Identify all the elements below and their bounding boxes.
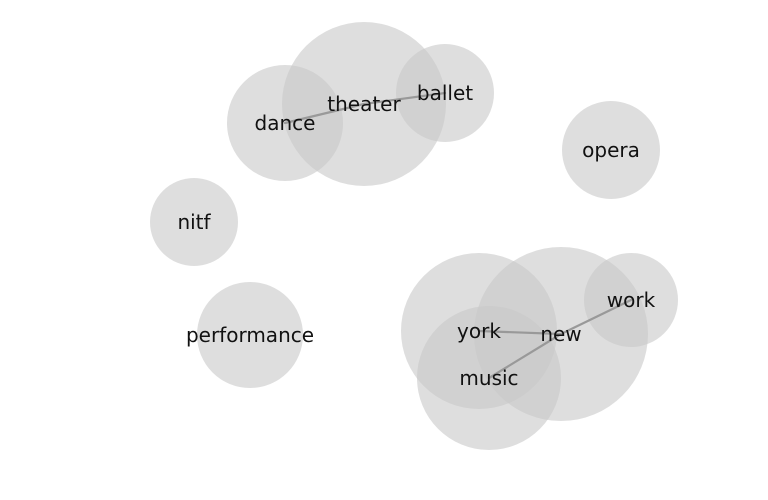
node-circle-nitf (150, 178, 238, 266)
node-label-theater: theater (327, 92, 401, 116)
node-label-music: music (459, 366, 518, 390)
node-circle-opera (562, 101, 660, 199)
node-circle-performance (197, 282, 303, 388)
node-label-work: work (607, 288, 656, 312)
node-label-dance: dance (255, 111, 316, 135)
edge-dance-theater (283, 102, 366, 125)
node-label-new: new (540, 322, 581, 346)
node-label-ballet: ballet (417, 81, 473, 105)
node-label-performance: performance (186, 323, 314, 347)
node-labels-layer: theater dance ballet opera nitf performance ne… (177, 81, 655, 390)
node-label-york: york (457, 319, 501, 343)
edge-music-new (487, 332, 563, 380)
edges-layer (283, 91, 633, 380)
node-label-opera: opera (582, 138, 640, 162)
edge-york-new (477, 329, 563, 336)
edge-new-work (559, 298, 633, 336)
node-circles-layer (150, 22, 678, 450)
node-label-nitf: nitf (177, 210, 211, 234)
edge-theater-ballet (362, 91, 447, 106)
